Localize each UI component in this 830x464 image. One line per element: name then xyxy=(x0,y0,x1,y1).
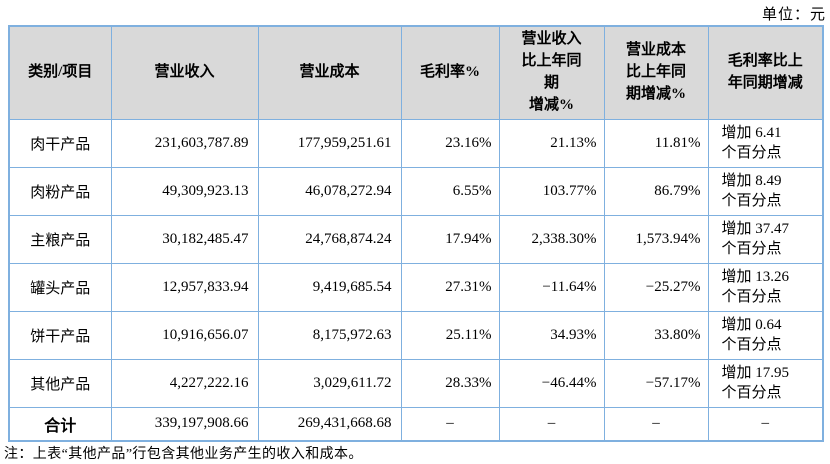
cell-margin-yoy: 增加 8.49 个百分点 xyxy=(707,166,824,216)
cell-category: 肉粉产品 xyxy=(8,166,112,216)
table-row: 主粮产品 30,182,485.47 24,768,874.24 17.94% … xyxy=(8,214,824,264)
unit-label: 单位：元 xyxy=(761,7,826,23)
cell-cost-yoy: 86.79% xyxy=(603,166,709,216)
cell-category: 主粮产品 xyxy=(8,214,112,264)
cell-revenue: 49,309,923.13 xyxy=(110,166,259,216)
table-footnote: 注：上表“其他产品”行包含其他业务产生的收入和成本。 xyxy=(4,447,363,462)
cell-gross-margin: 17.94% xyxy=(400,214,500,264)
revenue-cost-table: 类别/项目 营业收入 营业成本 毛利率% 营业收入 比上年同 期 增减% 营业成… xyxy=(8,25,824,442)
header-revenue: 营业收入 xyxy=(110,25,259,120)
cell-revenue-yoy: 34.93% xyxy=(498,310,605,360)
header-cost: 营业成本 xyxy=(257,25,402,120)
cell-total-margin-yoy: – xyxy=(707,406,824,442)
table-header-row: 类别/项目 营业收入 营业成本 毛利率% 营业收入 比上年同 期 增减% 营业成… xyxy=(8,25,824,120)
table-total-row: 合计 339,197,908.66 269,431,668.68 – – – – xyxy=(8,406,824,442)
cell-cost: 8,175,972.63 xyxy=(257,310,402,360)
cell-revenue-yoy: −46.44% xyxy=(498,358,605,408)
cell-margin-yoy: 增加 0.64 个百分点 xyxy=(707,310,824,360)
cell-cost-yoy: 11.81% xyxy=(603,118,709,168)
cell-total-revenue-yoy: – xyxy=(498,406,605,442)
cell-cost: 46,078,272.94 xyxy=(257,166,402,216)
cell-gross-margin: 28.33% xyxy=(400,358,500,408)
cell-revenue: 4,227,222.16 xyxy=(110,358,259,408)
cell-revenue-yoy: 103.77% xyxy=(498,166,605,216)
cell-margin-yoy: 增加 17.95 个百分点 xyxy=(707,358,824,408)
cell-category: 其他产品 xyxy=(8,358,112,408)
table-row: 饼干产品 10,916,656.07 8,175,972.63 25.11% 3… xyxy=(8,310,824,360)
cell-cost: 24,768,874.24 xyxy=(257,214,402,264)
table-row: 罐头产品 12,957,833.94 9,419,685.54 27.31% −… xyxy=(8,262,824,312)
cell-gross-margin: 27.31% xyxy=(400,262,500,312)
header-gross-margin: 毛利率% xyxy=(400,25,500,120)
cell-margin-yoy: 增加 37.47 个百分点 xyxy=(707,214,824,264)
cell-total-revenue: 339,197,908.66 xyxy=(110,406,259,442)
cell-gross-margin: 6.55% xyxy=(400,166,500,216)
table-row: 肉粉产品 49,309,923.13 46,078,272.94 6.55% 1… xyxy=(8,166,824,216)
cell-revenue: 231,603,787.89 xyxy=(110,118,259,168)
table-row: 其他产品 4,227,222.16 3,029,611.72 28.33% −4… xyxy=(8,358,824,408)
table-row: 肉干产品 231,603,787.89 177,959,251.61 23.16… xyxy=(8,118,824,168)
cell-cost-yoy: −57.17% xyxy=(603,358,709,408)
cell-revenue-yoy: 2,338.30% xyxy=(498,214,605,264)
cell-revenue: 10,916,656.07 xyxy=(110,310,259,360)
cell-cost-yoy: 33.80% xyxy=(603,310,709,360)
cell-revenue: 30,182,485.47 xyxy=(110,214,259,264)
cell-category: 肉干产品 xyxy=(8,118,112,168)
cell-total-cost-yoy: – xyxy=(603,406,709,442)
cell-margin-yoy: 增加 6.41 个百分点 xyxy=(707,118,824,168)
cell-total-gross-margin: – xyxy=(400,406,500,442)
header-cost-yoy: 营业成本 比上年同 期增减% xyxy=(603,25,709,120)
header-revenue-yoy: 营业收入 比上年同 期 增减% xyxy=(498,25,605,120)
header-margin-yoy: 毛利率比上 年同期增减 xyxy=(707,25,824,120)
cell-total-label: 合计 xyxy=(8,406,112,442)
cell-gross-margin: 23.16% xyxy=(400,118,500,168)
cell-cost: 3,029,611.72 xyxy=(257,358,402,408)
cell-total-cost: 269,431,668.68 xyxy=(257,406,402,442)
cell-revenue-yoy: 21.13% xyxy=(498,118,605,168)
cell-cost: 9,419,685.54 xyxy=(257,262,402,312)
cell-category: 饼干产品 xyxy=(8,310,112,360)
cell-cost: 177,959,251.61 xyxy=(257,118,402,168)
header-category: 类别/项目 xyxy=(8,25,112,120)
cell-cost-yoy: −25.27% xyxy=(603,262,709,312)
cell-revenue: 12,957,833.94 xyxy=(110,262,259,312)
cell-cost-yoy: 1,573.94% xyxy=(603,214,709,264)
cell-category: 罐头产品 xyxy=(8,262,112,312)
cell-revenue-yoy: −11.64% xyxy=(498,262,605,312)
cell-gross-margin: 25.11% xyxy=(400,310,500,360)
cell-margin-yoy: 增加 13.26 个百分点 xyxy=(707,262,824,312)
